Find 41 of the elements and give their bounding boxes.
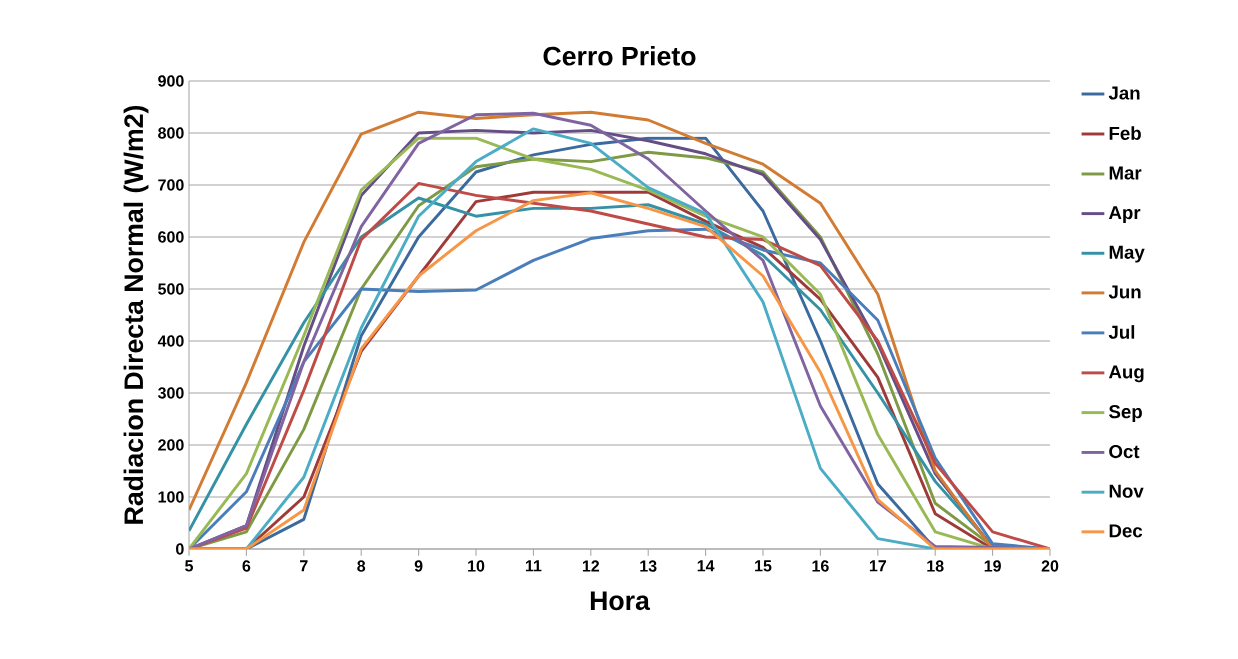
x-tick-label: 6 (242, 560, 251, 572)
x-tick-label: 18 (927, 560, 944, 572)
x-tick-label: 12 (582, 560, 600, 572)
x-tick-label: 17 (869, 560, 886, 572)
legend-label: Dec (1109, 524, 1143, 538)
x-tick-label: 11 (525, 560, 542, 572)
y-tick-label: 700 (158, 179, 184, 191)
x-tick-label: 15 (755, 560, 772, 572)
y-tick-label: 900 (158, 75, 184, 87)
y-tick-label: 300 (157, 387, 184, 399)
y-tick-label: 200 (158, 439, 184, 451)
x-tick-label: 16 (812, 560, 829, 572)
y-tick-label: 500 (158, 283, 184, 295)
legend-label: Aug (1108, 365, 1144, 383)
legend-label: Sep (1109, 405, 1142, 422)
y-axis-title: Radiacion Directa Normal (W/m2) (123, 105, 149, 524)
x-tick-label: 5 (185, 560, 194, 572)
y-tick-label: 0 (176, 543, 184, 555)
legend-label: Oct (1109, 444, 1140, 459)
x-tick-label: 8 (357, 560, 366, 572)
legend-label: May (1109, 245, 1145, 263)
x-tick-label: 20 (1041, 560, 1059, 572)
legend-label: Apr (1108, 206, 1141, 223)
x-tick-label: 10 (468, 560, 485, 572)
x-tick-label: 19 (984, 560, 1001, 572)
chart-title: Cerro Prieto (543, 46, 696, 66)
y-tick-label: 800 (158, 127, 184, 139)
x-tick-label: 14 (697, 560, 715, 572)
y-tick-label: 400 (157, 335, 184, 347)
x-axis-title: Hora (590, 591, 651, 611)
y-tick-label: 100 (158, 491, 184, 503)
legend-label: Jul (1108, 325, 1135, 339)
legend-label: Feb (1109, 126, 1141, 140)
x-tick-label: 9 (414, 560, 423, 572)
y-tick-label: 600 (158, 231, 184, 243)
legend-label: Mar (1109, 166, 1142, 180)
legend-label: Jan (1108, 86, 1140, 100)
x-tick-label: 7 (300, 560, 308, 572)
legend-label: Nov (1109, 484, 1144, 498)
x-tick-label: 13 (640, 560, 657, 572)
legend-label: Jun (1108, 285, 1141, 299)
